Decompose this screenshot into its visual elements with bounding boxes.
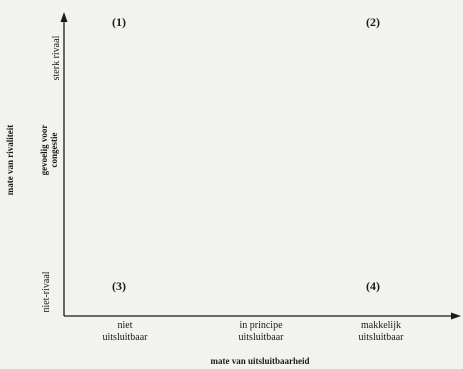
x-tick-line1: makkelijk [361, 320, 401, 331]
y-tick-middle-line1: gevoelig voor [39, 124, 49, 176]
x-tick-line2: uitsluitbaar [238, 332, 284, 343]
quadrant-label-1: (1) [112, 15, 126, 29]
quadrant-label-3: (3) [112, 279, 126, 293]
quadrant-label-2: (2) [366, 15, 380, 29]
y-tick-strongly-rival: sterk rivaal [51, 35, 62, 81]
quadrant-label-4: (4) [366, 279, 380, 293]
y-tick-congestion: gevoelig voor congestie [39, 105, 59, 195]
x-tick-easily-excludable: makkelijk uitsluitbaar [336, 320, 426, 344]
y-tick-non-rival: niet-rivaal [41, 271, 52, 313]
x-tick-not-excludable: niet uitsluitbaar [80, 320, 170, 344]
y-axis-title: mate van rivaliteit [5, 124, 15, 196]
y-axis-arrowhead [60, 12, 68, 22]
x-axis-arrowhead [451, 312, 461, 320]
x-tick-line1: niet [117, 320, 133, 331]
x-axis-title: mate van uitsluitbaarheid [210, 356, 310, 366]
x-tick-line2: uitsluitbaar [358, 332, 404, 343]
x-tick-line2: uitsluitbaar [102, 332, 148, 343]
x-tick-in-principle-excludable: in principe uitsluitbaar [216, 320, 306, 344]
x-tick-line1: in principe [239, 320, 283, 331]
y-tick-middle-line2: congestie [49, 132, 59, 168]
